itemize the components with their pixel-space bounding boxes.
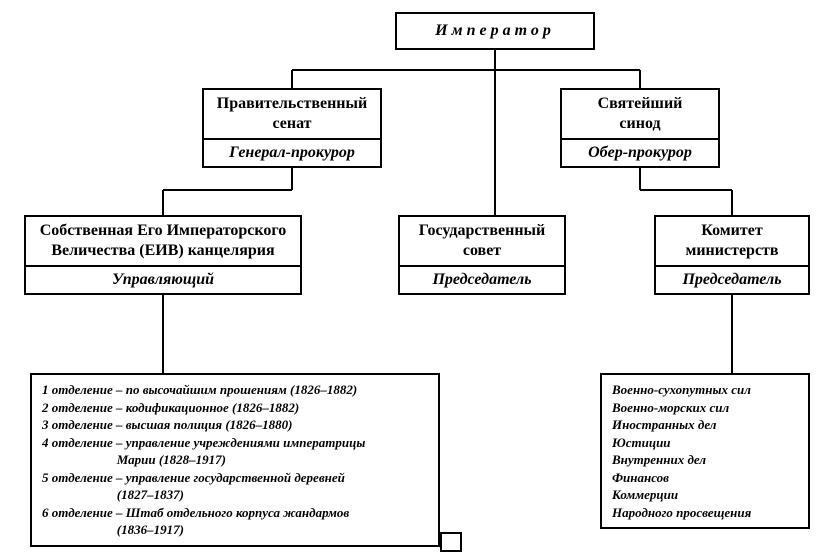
- senate-sub: Генерал-прокурор: [204, 138, 380, 166]
- ministry-line: Военно-сухопутных сил: [612, 381, 798, 399]
- small-box: [440, 532, 462, 552]
- department-line: 5 отделение – управление государственной…: [42, 469, 428, 487]
- ministry-line: Народного просвещения: [612, 504, 798, 522]
- node-emperor: Император: [395, 12, 595, 50]
- department-line: 1 отделение – по высочайшим прошениям (1…: [42, 381, 428, 399]
- node-synod: Святейший синод Обер-прокурор: [560, 88, 720, 168]
- synod-sub: Обер-прокурор: [562, 138, 718, 166]
- senate-title: Правительственный сенат: [204, 90, 380, 138]
- ministries-list: Военно-сухопутных силВоенно-морских силИ…: [600, 373, 810, 529]
- ministry-line: Внутренних дел: [612, 451, 798, 469]
- department-line: 6 отделение – Штаб отдельного корпуса жа…: [42, 504, 428, 522]
- committee-sub: Председатель: [656, 265, 808, 293]
- council-sub: Председатель: [400, 265, 564, 293]
- node-senate: Правительственный сенат Генерал-прокурор: [202, 88, 382, 168]
- ministry-line: Военно-морских сил: [612, 399, 798, 417]
- department-line: 2 отделение – кодификационное (1826–1882…: [42, 399, 428, 417]
- committee-title: Комитет министерств: [656, 217, 808, 265]
- departments-list: 1 отделение – по высочайшим прошениям (1…: [30, 373, 440, 547]
- ministry-line: Юстиции: [612, 434, 798, 452]
- council-title: Государственный совет: [400, 217, 564, 265]
- department-line: Марии (1828–1917): [42, 451, 428, 469]
- department-line: 4 отделение – управление учреждениями им…: [42, 434, 428, 452]
- chancery-title: Собственная Его Императорского Величеств…: [26, 217, 300, 265]
- ministry-line: Коммерции: [612, 486, 798, 504]
- department-line: (1827–1837): [42, 486, 428, 504]
- ministry-line: Иностранных дел: [612, 416, 798, 434]
- synod-title: Святейший синод: [562, 90, 718, 138]
- chancery-sub: Управляющий: [26, 265, 300, 293]
- emperor-label: Император: [435, 22, 555, 39]
- ministry-line: Финансов: [612, 469, 798, 487]
- node-committee: Комитет министерств Председатель: [654, 215, 810, 295]
- department-line: (1836–1917): [42, 521, 428, 539]
- node-chancery: Собственная Его Императорского Величеств…: [24, 215, 302, 295]
- node-council: Государственный совет Председатель: [398, 215, 566, 295]
- department-line: 3 отделение – высшая полиция (1826–1880): [42, 416, 428, 434]
